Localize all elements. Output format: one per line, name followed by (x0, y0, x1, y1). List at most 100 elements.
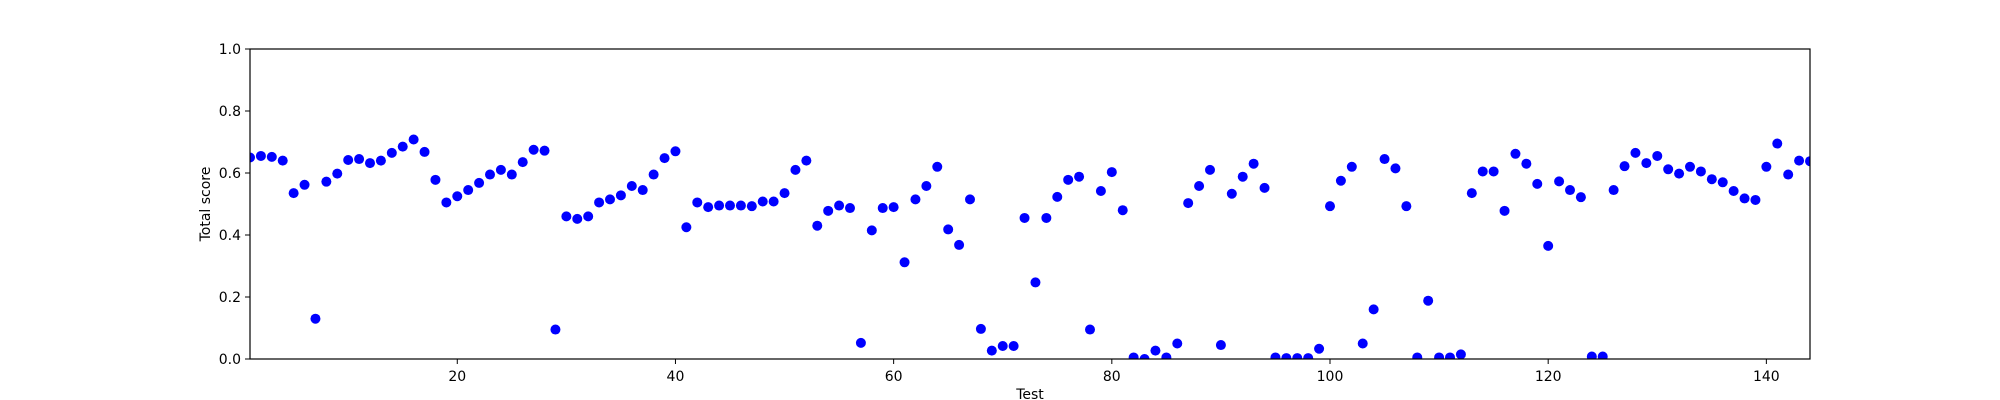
plot-frame (249, 48, 1811, 360)
x-tick-label: 100 (1317, 369, 1344, 385)
data-point (986, 345, 997, 356)
data-point (528, 144, 539, 155)
data-point (1401, 201, 1412, 212)
data-point (637, 185, 648, 196)
data-point (735, 200, 746, 211)
y-tick-label: 1.0 (219, 42, 241, 58)
data-point (779, 188, 790, 199)
data-point (1543, 240, 1554, 251)
data-point (1608, 185, 1619, 196)
data-point (1106, 167, 1117, 178)
data-point (997, 340, 1008, 351)
data-point (1270, 352, 1281, 359)
data-point (768, 196, 779, 207)
data-point (801, 155, 812, 166)
y-tick-label: 0.2 (219, 290, 241, 306)
data-point (277, 155, 288, 166)
data-point (692, 197, 703, 208)
data-point (670, 146, 681, 157)
data-point (539, 145, 550, 156)
x-tick-label: 80 (1103, 369, 1121, 385)
data-point (397, 141, 408, 152)
data-point (583, 211, 594, 222)
data-point (866, 225, 877, 236)
data-point (1303, 353, 1314, 359)
y-axis-ticks: 0.0 0.2 0.4 0.6 0.8 1.0 (219, 42, 250, 368)
data-point (1346, 161, 1357, 172)
data-point (1379, 154, 1390, 165)
data-point (615, 190, 626, 201)
x-tick-label: 20 (448, 369, 466, 385)
data-point (255, 150, 266, 161)
data-points (250, 134, 1810, 359)
data-point (845, 203, 855, 214)
data-point (1586, 351, 1597, 359)
data-point (365, 158, 375, 169)
y-tick-label: 0.8 (219, 104, 241, 120)
data-point (605, 194, 615, 205)
data-point (250, 152, 255, 163)
data-point (746, 201, 757, 212)
data-point (1761, 161, 1772, 172)
data-point (1728, 185, 1739, 196)
data-point (1281, 353, 1292, 359)
data-point (1412, 352, 1423, 359)
data-point (725, 200, 735, 211)
data-point (1357, 338, 1368, 349)
data-point (1685, 161, 1695, 172)
data-point (648, 169, 659, 180)
data-point (485, 169, 495, 180)
data-point (1161, 352, 1172, 359)
data-point (965, 194, 975, 205)
data-point (430, 174, 441, 185)
data-point (1783, 169, 1794, 180)
data-point (1772, 138, 1783, 149)
data-point (1019, 212, 1030, 223)
data-point (910, 194, 921, 205)
data-point (1423, 295, 1434, 306)
data-point (1335, 175, 1346, 186)
x-tick-label: 140 (1753, 369, 1780, 385)
data-point (1063, 174, 1074, 185)
data-point (594, 197, 605, 208)
data-point (1794, 155, 1805, 166)
y-axis-label: Total score (198, 167, 214, 243)
data-point (1750, 194, 1761, 205)
data-point (1085, 324, 1095, 335)
data-point (1695, 166, 1706, 177)
data-point (757, 196, 768, 207)
data-point (1663, 164, 1674, 175)
data-point (703, 202, 714, 213)
data-point (1597, 351, 1608, 359)
data-point (1172, 338, 1183, 349)
data-point (343, 154, 354, 165)
data-point (888, 202, 899, 213)
data-point (823, 205, 834, 216)
data-point (375, 155, 386, 166)
data-point (1368, 304, 1379, 315)
data-point (1554, 176, 1565, 187)
data-point (975, 323, 986, 334)
y-tick-label: 0.6 (219, 166, 241, 182)
x-axis-label: Test (1015, 387, 1044, 400)
data-point (288, 188, 299, 199)
data-point (1445, 352, 1455, 359)
data-point (1128, 352, 1139, 359)
data-point (354, 154, 365, 165)
data-point (1259, 182, 1270, 193)
data-point (1248, 158, 1259, 169)
data-point (626, 181, 637, 192)
data-point (1292, 353, 1303, 359)
data-point (517, 157, 528, 168)
data-point (1652, 150, 1663, 161)
data-point (1619, 161, 1630, 172)
data-point (506, 169, 517, 180)
data-point (714, 200, 725, 211)
data-point (495, 164, 506, 175)
data-point (1488, 166, 1499, 177)
data-point (1641, 158, 1652, 169)
data-point (681, 222, 692, 233)
data-point (659, 153, 670, 164)
